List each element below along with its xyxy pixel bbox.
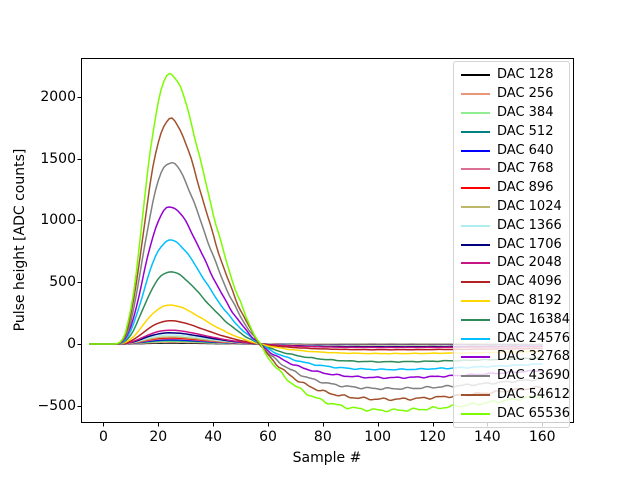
x-tick-label: 0 (99, 429, 108, 445)
legend-label: DAC 54612 (497, 386, 571, 402)
legend-item: DAC 896 (461, 179, 569, 198)
legend-item: DAC 128 (461, 66, 569, 85)
y-tick-label: 500 (49, 274, 76, 291)
legend-line-swatch (461, 243, 490, 246)
y-axis-label: Pulse height [ADC counts] (12, 148, 28, 332)
legend-label: DAC 4096 (497, 274, 562, 290)
legend: DAC 128 DAC 256 DAC 384 DAC 512 DAC 640 DAC 7… (453, 61, 570, 428)
legend-line-swatch (461, 337, 490, 340)
legend-line-swatch (461, 412, 490, 415)
legend-line-swatch (461, 130, 490, 133)
legend-line-swatch (461, 393, 490, 396)
legend-item: DAC 24576 (461, 329, 571, 348)
x-tick-label: 40 (204, 429, 223, 445)
legend-label: DAC 1366 (497, 217, 562, 233)
legend-label: DAC 24576 (497, 330, 571, 346)
x-tick-label: 80 (313, 429, 332, 445)
legend-label: DAC 43690 (497, 368, 571, 384)
legend-label: DAC 512 (497, 123, 554, 139)
legend-item: DAC 384 (461, 104, 569, 123)
legend-label: DAC 8192 (497, 292, 562, 308)
y-tick-label: 1500 (40, 150, 76, 167)
legend-label: DAC 16384 (497, 311, 571, 327)
legend-line-swatch (461, 375, 490, 378)
legend-label: DAC 896 (497, 180, 554, 196)
legend-item: DAC 512 (461, 122, 569, 141)
legend-line-swatch (461, 281, 490, 284)
legend-item: DAC 640 (461, 141, 569, 160)
legend-label: DAC 384 (497, 104, 554, 120)
legend-item: DAC 256 (461, 85, 569, 104)
y-tick-label: −500 (37, 397, 76, 414)
legend-item: DAC 43690 (461, 367, 571, 386)
legend-label: DAC 128 (497, 67, 554, 83)
y-tick-label: 2000 (40, 88, 76, 105)
legend-label: DAC 1024 (497, 198, 562, 214)
legend-line-swatch (461, 74, 490, 77)
x-tick-label: 140 (473, 429, 501, 445)
y-tick-label: 0 (67, 336, 76, 353)
legend-item: DAC 65536 (461, 404, 571, 423)
x-axis-label: Sample # (292, 450, 362, 466)
x-tick-label: 160 (528, 429, 556, 445)
y-tick-label: 1000 (40, 212, 76, 229)
legend-item: DAC 54612 (461, 386, 571, 405)
legend-item: DAC 1706 (461, 235, 569, 254)
legend-item: DAC 2048 (461, 254, 569, 273)
legend-line-swatch (461, 224, 490, 227)
x-tick-label: 20 (149, 429, 168, 445)
legend-label: DAC 2048 (497, 255, 562, 271)
legend-label: DAC 768 (497, 161, 554, 177)
legend-line-swatch (461, 356, 490, 359)
legend-label: DAC 1706 (497, 236, 562, 252)
legend-item: DAC 1024 (461, 198, 569, 217)
legend-line-swatch (461, 111, 490, 114)
legend-item: DAC 4096 (461, 273, 569, 292)
legend-item: DAC 768 (461, 160, 569, 179)
legend-line-swatch (461, 187, 490, 190)
legend-line-swatch (461, 205, 490, 208)
legend-line-swatch (461, 318, 490, 321)
legend-label: DAC 640 (497, 142, 554, 158)
legend-label: DAC 65536 (497, 405, 571, 421)
legend-item: DAC 16384 (461, 310, 571, 329)
legend-line-swatch (461, 299, 490, 302)
legend-item: DAC 32768 (461, 348, 571, 367)
axes-frame (81, 58, 574, 423)
legend-label: DAC 256 (497, 86, 554, 102)
x-tick-label: 120 (419, 429, 446, 445)
legend-line-swatch (461, 93, 490, 96)
legend-line-swatch (461, 149, 490, 152)
legend-item: DAC 1366 (461, 216, 569, 235)
legend-line-swatch (461, 262, 490, 265)
legend-label: DAC 32768 (497, 349, 571, 365)
legend-item: DAC 8192 (461, 292, 569, 311)
x-tick-label: 60 (259, 429, 277, 445)
x-tick-label: 100 (364, 429, 392, 445)
legend-line-swatch (461, 168, 490, 171)
